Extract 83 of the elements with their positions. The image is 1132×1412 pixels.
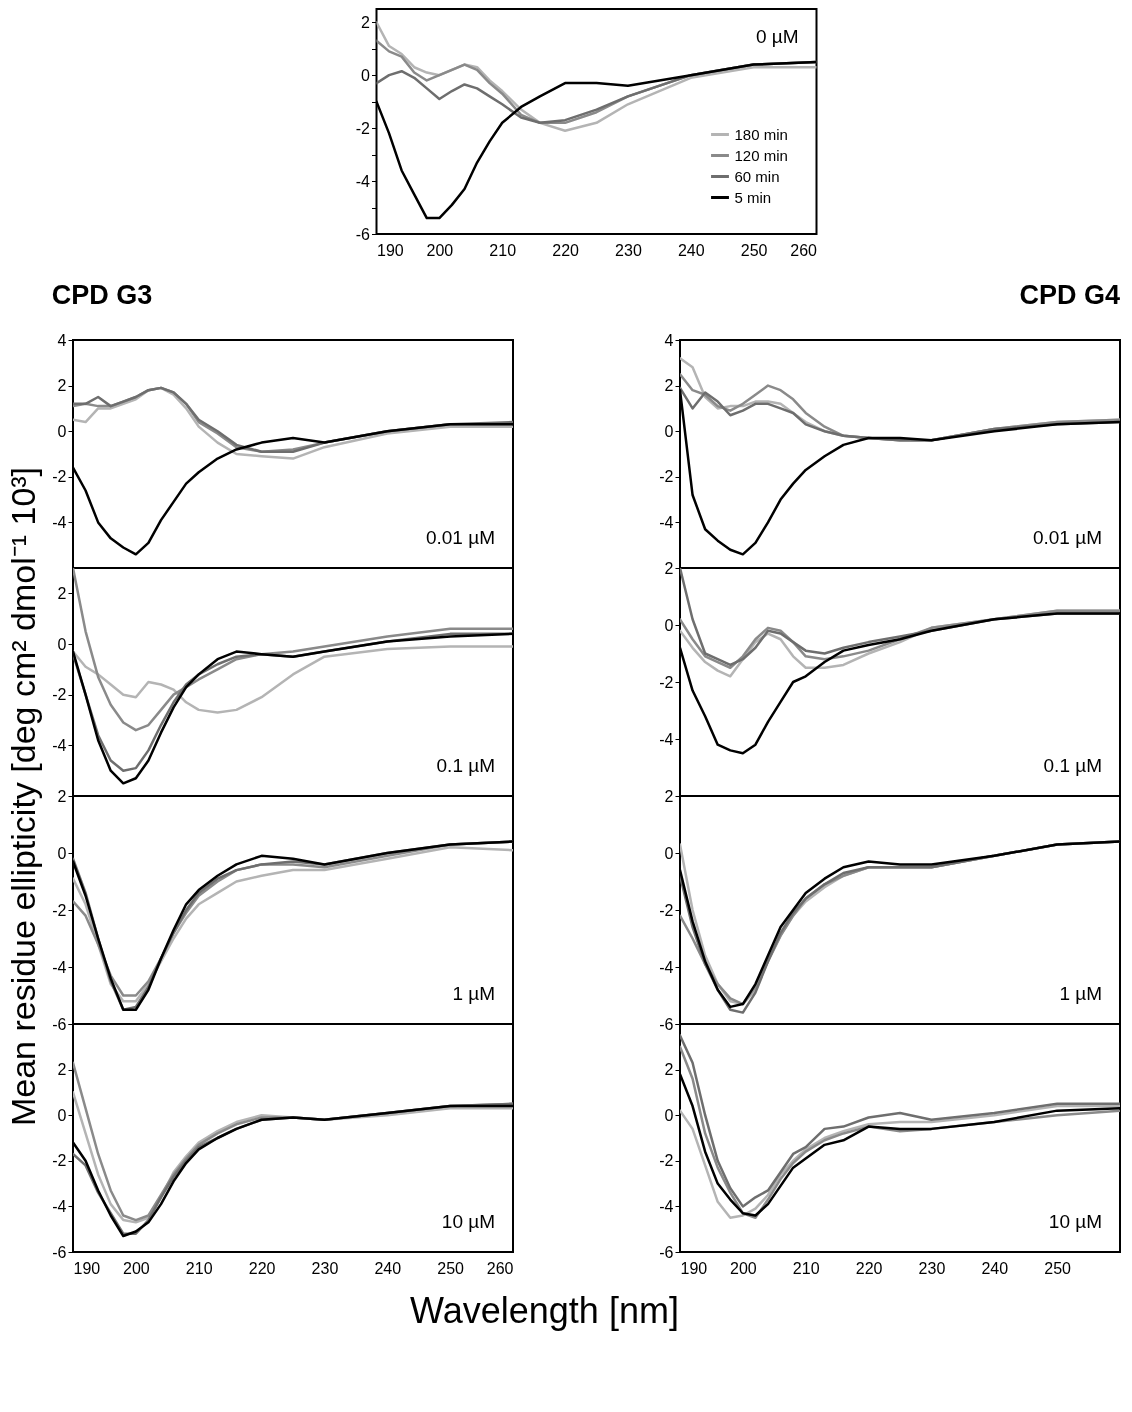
y-tick-label: -2 bbox=[52, 901, 67, 919]
y-tick-label: 4 bbox=[57, 331, 67, 349]
x-tick-label: 210 bbox=[185, 1259, 213, 1277]
x-tick-label: 250 bbox=[1044, 1259, 1072, 1277]
y-tick-label: -4 bbox=[659, 1197, 674, 1215]
x-tick-label: 240 bbox=[677, 241, 705, 259]
y-tick-label: 0 bbox=[57, 635, 67, 653]
y-tick-label: -2 bbox=[52, 686, 67, 704]
y-tick-label: -4 bbox=[659, 730, 674, 748]
x-tick-label: 240 bbox=[374, 1259, 402, 1277]
y-tick-label: 2 bbox=[664, 787, 674, 805]
x-tick-label: 220 bbox=[552, 241, 580, 259]
x-tick-label: 230 bbox=[918, 1259, 946, 1277]
legend-label: 60 min bbox=[734, 167, 780, 185]
y-tick-label: 2 bbox=[361, 13, 371, 31]
annotation: 10 µM bbox=[1048, 1211, 1102, 1232]
chart-title: CPD G4 bbox=[1019, 280, 1120, 310]
y-axis-title: Mean residue ellipticity [deg cm² dmol⁻¹ 10³] bbox=[4, 466, 43, 1127]
y-tick-label: -2 bbox=[659, 468, 674, 486]
x-tick-label: 220 bbox=[855, 1259, 883, 1277]
legend-label: 120 min bbox=[734, 146, 788, 164]
x-tick-label: 200 bbox=[123, 1259, 150, 1277]
y-tick-label: -6 bbox=[659, 1243, 674, 1261]
x-tick-label: 200 bbox=[426, 241, 454, 259]
y-tick-label: -2 bbox=[659, 673, 674, 691]
x-tick-label: 190 bbox=[73, 1259, 101, 1277]
annotation: 0.1 µM bbox=[1043, 755, 1102, 776]
x-tick-label: 240 bbox=[981, 1259, 1009, 1277]
y-tick-label: -6 bbox=[52, 1015, 67, 1033]
x-tick-label: 260 bbox=[486, 1259, 514, 1277]
y-tick-label: -6 bbox=[52, 1243, 67, 1261]
x-tick-label: 220 bbox=[248, 1259, 276, 1277]
y-tick-label: 2 bbox=[57, 787, 67, 805]
annotation: 1 µM bbox=[452, 983, 495, 1004]
y-tick-label: -6 bbox=[355, 225, 371, 243]
x-tick-label: 210 bbox=[489, 241, 517, 259]
y-tick-label: 2 bbox=[664, 377, 674, 395]
y-tick-label: -2 bbox=[52, 468, 67, 486]
x-tick-label: 210 bbox=[792, 1259, 820, 1277]
x-tick-label: 260 bbox=[790, 241, 818, 259]
x-tick-label: 250 bbox=[437, 1259, 465, 1277]
annotation: 0 µM bbox=[755, 26, 799, 47]
chart-title: CPD G3 bbox=[51, 280, 153, 310]
y-tick-label: -4 bbox=[52, 513, 67, 531]
y-tick-label: -2 bbox=[659, 1152, 674, 1170]
annotation: 0.01 µM bbox=[425, 527, 495, 548]
y-tick-label: -4 bbox=[659, 958, 674, 976]
annotation: 0.01 µM bbox=[1032, 527, 1102, 548]
annotation: 0.1 µM bbox=[436, 755, 495, 776]
y-tick-label: -4 bbox=[52, 1197, 67, 1215]
y-tick-label: 2 bbox=[57, 1061, 67, 1079]
y-tick-label: 4 bbox=[664, 331, 674, 349]
y-tick-label: 2 bbox=[664, 559, 674, 577]
y-tick-label: -4 bbox=[52, 736, 67, 754]
y-tick-label: 2 bbox=[57, 377, 67, 395]
y-tick-label: 0 bbox=[664, 844, 674, 862]
y-tick-label: 0 bbox=[57, 844, 67, 862]
y-tick-label: 0 bbox=[664, 1106, 674, 1124]
y-tick-label: 0 bbox=[57, 1106, 67, 1124]
y-tick-label: -4 bbox=[52, 958, 67, 976]
x-tick-label: 200 bbox=[730, 1259, 757, 1277]
x-tick-label: 230 bbox=[615, 241, 642, 259]
y-tick-label: 0 bbox=[664, 422, 674, 440]
annotation: 1 µM bbox=[1059, 983, 1102, 1004]
y-tick-label: -2 bbox=[659, 901, 674, 919]
x-tick-label: 190 bbox=[680, 1259, 708, 1277]
y-tick-label: 0 bbox=[57, 422, 67, 440]
legend-label: 5 min bbox=[734, 188, 772, 206]
y-tick-label: 0 bbox=[664, 616, 674, 634]
y-tick-label: 2 bbox=[664, 1061, 674, 1079]
y-tick-label: 0 bbox=[361, 66, 371, 84]
y-tick-label: -6 bbox=[659, 1015, 674, 1033]
x-tick-label: 250 bbox=[740, 241, 768, 259]
x-tick-label: 230 bbox=[311, 1259, 339, 1277]
legend-label: 180 min bbox=[734, 125, 788, 143]
x-axis-title: Wavelength [nm] bbox=[410, 1289, 679, 1331]
y-tick-label: 2 bbox=[57, 584, 67, 602]
x-tick-label: 190 bbox=[377, 241, 404, 259]
y-tick-label: -2 bbox=[52, 1152, 67, 1170]
y-tick-label: -4 bbox=[355, 172, 371, 190]
y-tick-label: -4 bbox=[659, 513, 674, 531]
y-tick-label: -2 bbox=[355, 119, 371, 137]
annotation: 10 µM bbox=[441, 1211, 495, 1232]
